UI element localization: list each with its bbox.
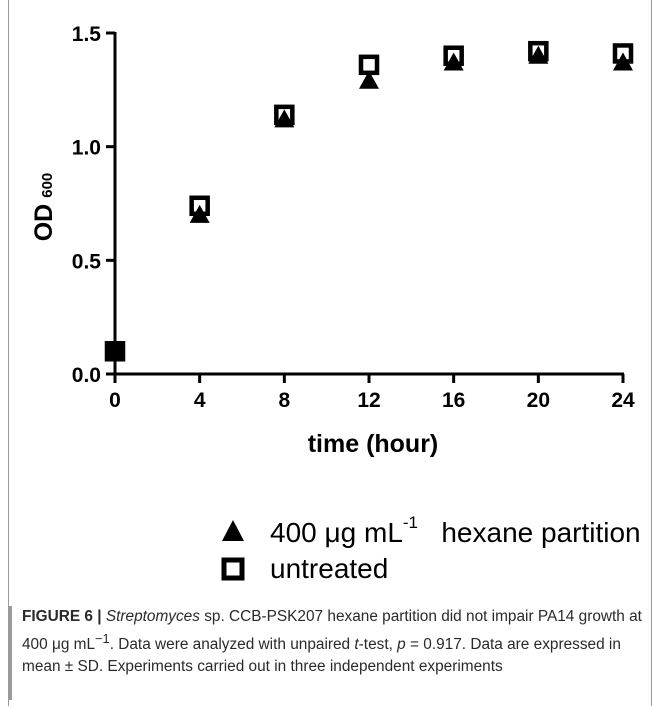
y-tick-label: 0.0 bbox=[72, 364, 101, 387]
square-marker-icon bbox=[218, 554, 270, 584]
y-tick-label: 0.5 bbox=[72, 250, 102, 273]
caption-rule bbox=[9, 606, 12, 700]
figure-caption: FIGURE 6 | Streptomyces sp. CCB-PSK207 h… bbox=[22, 608, 642, 676]
data-points bbox=[104, 40, 634, 362]
square-point bbox=[189, 195, 210, 217]
x-tick-label: 4 bbox=[194, 389, 206, 412]
legend-item-treated: 400 μg mL-1 hexane partition bbox=[218, 512, 641, 550]
x-tick-label: 20 bbox=[527, 389, 550, 412]
y-axis-label-sub: 600 bbox=[39, 173, 56, 198]
square-point bbox=[358, 54, 380, 76]
figure-frame bbox=[8, 0, 652, 706]
y-tick-label: 1.0 bbox=[72, 137, 101, 160]
square-point bbox=[274, 104, 295, 126]
triangle-marker-icon bbox=[218, 516, 270, 546]
ticks: 0 4 8 12 16 20 24 0.0 0.5 1.0 1.5 bbox=[72, 23, 635, 412]
y-axis-label-main: OD bbox=[30, 204, 58, 242]
x-tick-label: 12 bbox=[357, 389, 380, 412]
x-tick-label: 16 bbox=[442, 389, 465, 412]
x-tick-label: 24 bbox=[611, 389, 635, 412]
triangle-point bbox=[359, 70, 379, 89]
chart: 0 4 8 12 16 20 24 0.0 0.5 1.0 1.5 time (hour) OD 60… bbox=[30, 23, 635, 458]
x-axis-label: time (hour) bbox=[308, 430, 439, 458]
square-point bbox=[612, 43, 634, 64]
square-point bbox=[528, 40, 549, 62]
square-point bbox=[104, 341, 126, 362]
legend-label-untreated: untreated bbox=[270, 553, 389, 584]
y-tick-label: 1.5 bbox=[72, 23, 102, 46]
x-tick-label: 0 bbox=[109, 389, 121, 412]
square-point bbox=[443, 45, 464, 66]
y-axis-label: OD 600 bbox=[30, 173, 58, 242]
legend-item-untreated: untreated bbox=[218, 550, 641, 588]
legend: 400 μg mL-1 hexane partition untreated bbox=[218, 512, 641, 588]
legend-label-treated: 400 μg mL-1 hexane partition bbox=[270, 513, 641, 548]
x-tick-label: 8 bbox=[278, 389, 290, 412]
